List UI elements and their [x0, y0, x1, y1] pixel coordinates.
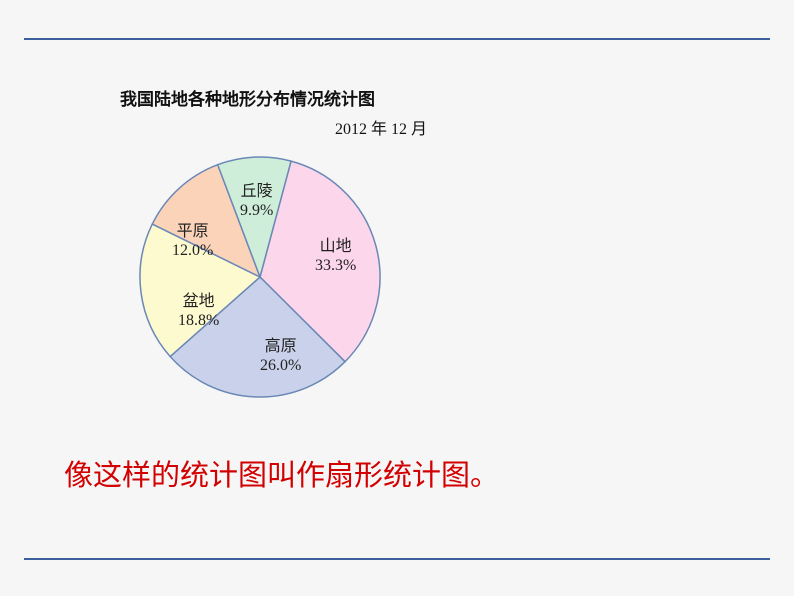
chart-subtitle: 2012 年 12 月: [335, 115, 427, 139]
chart-title: 我国陆地各种地形分布情况统计图: [120, 85, 450, 110]
slice-label: 平原12.0%: [172, 222, 213, 260]
slice-label: 山地33.3%: [315, 237, 356, 275]
slice-label: 丘陵9.9%: [240, 182, 273, 220]
slice-label: 盆地18.8%: [178, 292, 219, 330]
top-rule: [24, 38, 770, 40]
slice-label: 高原26.0%: [260, 337, 301, 375]
pie-chart-container: 我国陆地各种地形分布情况统计图 2012 年 12 月 山地33.3%高原26.…: [90, 85, 450, 110]
pie-chart: 山地33.3% 高原26.0% 盆地18.8% 平原12.0% 丘陵9.9%: [130, 147, 390, 407]
bottom-rule: [24, 558, 770, 560]
caption-text: 像这样的统计图叫作扇形统计图。: [64, 452, 499, 494]
